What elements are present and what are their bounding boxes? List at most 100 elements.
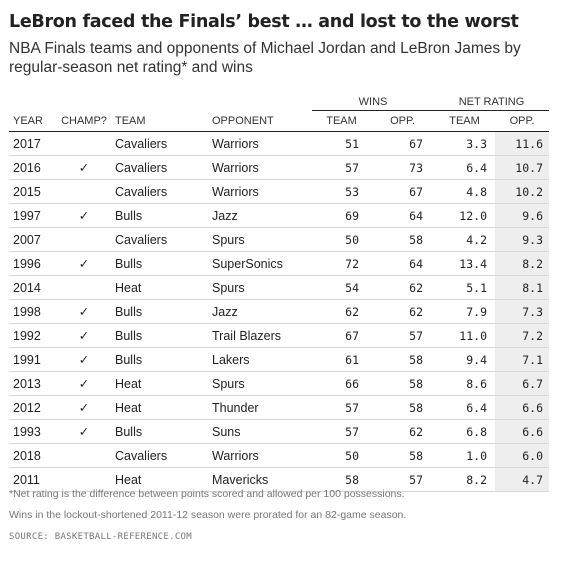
wins-team-cell: 50: [312, 227, 371, 252]
net-opp-cell: 4.7: [495, 467, 549, 492]
net-team-cell: 3.3: [434, 131, 495, 156]
team-cell: Bulls: [112, 203, 212, 228]
net-team-cell: 12.0: [434, 203, 495, 228]
wins-opp-cell: 64: [371, 203, 434, 228]
page-title: LeBron faced the Finals’ best … and lost…: [9, 12, 519, 32]
footnote-lockout: Wins in the lockout-shortened 2011-12 se…: [9, 509, 407, 521]
opponent-cell: Jazz: [212, 203, 312, 228]
net-opp-cell: 6.7: [495, 371, 549, 396]
opponent-cell: Spurs: [212, 275, 312, 300]
wins-group-header: WINS: [312, 87, 434, 111]
wins-opp-cell: 58: [371, 227, 434, 252]
year-cell: 2012: [9, 395, 56, 420]
table-row: 1992 ✓ Bulls Trail Blazers 67 57 11.0 7.2: [9, 323, 549, 348]
table-row: 2014 Heat Spurs 54 62 5.1 8.1: [9, 275, 549, 300]
table-row: 2011 Heat Mavericks 58 57 8.2 4.7: [9, 467, 549, 492]
wins-team-header: TEAM: [312, 110, 371, 132]
wins-opp-cell: 62: [371, 275, 434, 300]
wins-team-cell: 58: [312, 467, 371, 492]
net-opp-cell: 7.1: [495, 347, 549, 372]
wins-team-cell: 57: [312, 419, 371, 444]
champ-check-cell: ✓: [56, 155, 112, 180]
year-cell: 2016: [9, 155, 56, 180]
year-cell: 2011: [9, 467, 56, 492]
net-opp-cell: 6.6: [495, 395, 549, 420]
wins-team-cell: 61: [312, 347, 371, 372]
year-cell: 2014: [9, 275, 56, 300]
opponent-cell: Warriors: [212, 443, 312, 468]
footnotes: *Net rating is the difference between po…: [9, 484, 406, 548]
table-row: 1993 ✓ Bulls Suns 57 62 6.8 6.6: [9, 419, 549, 444]
footnote-net-rating: *Net rating is the difference between po…: [9, 488, 405, 500]
team-cell: Cavaliers: [112, 131, 212, 156]
team-header: TEAM: [112, 110, 212, 132]
team-cell: Heat: [112, 371, 212, 396]
opponent-cell: Spurs: [212, 227, 312, 252]
net-team-cell: 9.4: [434, 347, 495, 372]
opponent-cell: Mavericks: [212, 467, 312, 492]
wins-team-cell: 50: [312, 443, 371, 468]
net-team-cell: 4.2: [434, 227, 495, 252]
year-cell: 2018: [9, 443, 56, 468]
net-team-cell: 8.6: [434, 371, 495, 396]
wins-opp-cell: 62: [371, 299, 434, 324]
net-opp-cell: 11.6: [495, 131, 549, 156]
wins-opp-cell: 67: [371, 179, 434, 204]
table-row: 2015 Cavaliers Warriors 53 67 4.8 10.2: [9, 179, 549, 204]
net-team-cell: 13.4: [434, 251, 495, 276]
table-row: 2013 ✓ Heat Spurs 66 58 8.6 6.7: [9, 371, 549, 396]
table-row: 2012 ✓ Heat Thunder 57 58 6.4 6.6: [9, 395, 549, 420]
team-cell: Bulls: [112, 347, 212, 372]
net-opp-header: OPP.: [495, 110, 549, 132]
net-team-cell: 1.0: [434, 443, 495, 468]
wins-team-cell: 51: [312, 131, 371, 156]
net-opp-cell: 10.2: [495, 179, 549, 204]
champ-check-cell: [56, 443, 112, 468]
year-cell: 2015: [9, 179, 56, 204]
opponent-cell: Lakers: [212, 347, 312, 372]
net-team-cell: 6.4: [434, 155, 495, 180]
wins-opp-cell: 57: [371, 467, 434, 492]
champ-check-cell: ✓: [56, 419, 112, 444]
wins-opp-cell: 62: [371, 419, 434, 444]
wins-team-cell: 67: [312, 323, 371, 348]
team-cell: Heat: [112, 275, 212, 300]
wins-team-cell: 72: [312, 251, 371, 276]
opponent-cell: Thunder: [212, 395, 312, 420]
net-opp-cell: 9.3: [495, 227, 549, 252]
wins-opp-cell: 58: [371, 347, 434, 372]
source-credit: SOURCE: BASKETBALL-REFERENCE.COM: [9, 532, 192, 542]
team-cell: Cavaliers: [112, 227, 212, 252]
champ-check-cell: [56, 275, 112, 300]
wins-opp-cell: 73: [371, 155, 434, 180]
champ-check-cell: [56, 467, 112, 492]
net-team-cell: 11.0: [434, 323, 495, 348]
opponent-cell: Spurs: [212, 371, 312, 396]
table-row: 2016 ✓ Cavaliers Warriors 57 73 6.4 10.7: [9, 155, 549, 180]
team-cell: Cavaliers: [112, 443, 212, 468]
subtitle: NBA Finals teams and opponents of Michae…: [9, 40, 521, 76]
year-cell: 1998: [9, 299, 56, 324]
opponent-cell: Warriors: [212, 131, 312, 156]
net-opp-cell: 9.6: [495, 203, 549, 228]
net-team-cell: 8.2: [434, 467, 495, 492]
year-cell: 1993: [9, 419, 56, 444]
finals-table: WINS NET RATING YEAR CHAMP? TEAM OPPONEN…: [9, 87, 549, 492]
year-cell: 1992: [9, 323, 56, 348]
year-cell: 1996: [9, 251, 56, 276]
wins-team-cell: 57: [312, 395, 371, 420]
champ-check-cell: ✓: [56, 299, 112, 324]
opponent-header: OPPONENT: [212, 110, 312, 132]
champ-check-cell: ✓: [56, 395, 112, 420]
table-row: 1991 ✓ Bulls Lakers 61 58 9.4 7.1: [9, 347, 549, 372]
year-header: YEAR: [9, 110, 56, 132]
wins-opp-cell: 64: [371, 251, 434, 276]
champ-check-cell: [56, 227, 112, 252]
net-team-cell: 7.9: [434, 299, 495, 324]
champ-check-cell: ✓: [56, 323, 112, 348]
net-opp-cell: 7.3: [495, 299, 549, 324]
table-row: 1996 ✓ Bulls SuperSonics 72 64 13.4 8.2: [9, 251, 549, 276]
opponent-cell: Warriors: [212, 155, 312, 180]
champ-check-cell: ✓: [56, 347, 112, 372]
net-opp-cell: 6.6: [495, 419, 549, 444]
